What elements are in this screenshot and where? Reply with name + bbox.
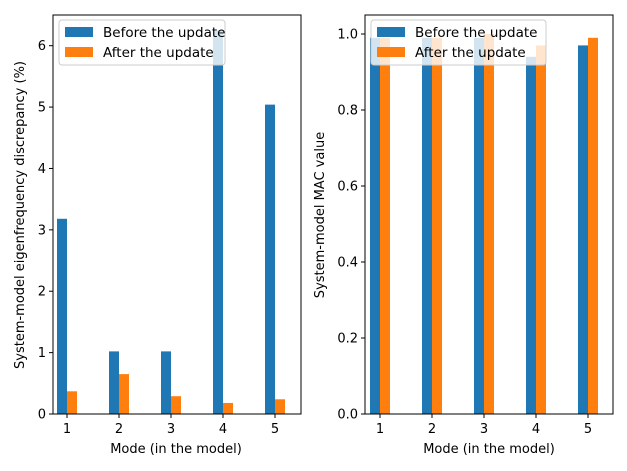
left-y-ticks: 0 1 2 3 4 5 6	[38, 39, 53, 423]
right-bar-after-mode-5	[588, 37, 598, 415]
left-plot-frame	[52, 14, 302, 415]
left-x-tick-label: 4	[219, 422, 227, 437]
left-bars	[57, 30, 285, 415]
left-bar-after-mode-2	[119, 374, 129, 414]
right-y-tick-label: 0.4	[337, 256, 358, 271]
left-y-tick-label: 0	[38, 408, 46, 423]
right-y-tick-label: 0.2	[337, 332, 358, 347]
left-bar-before-mode-5	[265, 104, 275, 415]
left-bar-before-mode-1	[57, 218, 67, 414]
right-bar-after-mode-2	[432, 37, 442, 415]
left-bar-after-mode-5	[275, 399, 285, 414]
right-x-ticks: 1 2 3 4 5	[376, 414, 592, 437]
left-x-tick-label: 1	[63, 422, 71, 437]
right-bar-after-mode-1	[380, 37, 390, 415]
right-y-tick-label: 0.8	[337, 104, 358, 119]
left-bar-before-mode-2	[109, 351, 119, 414]
left-bar-before-mode-3	[161, 351, 171, 414]
right-x-tick-label: 2	[428, 422, 436, 437]
right-y-tick-label: 0.6	[337, 180, 358, 195]
right-bars	[370, 34, 598, 415]
left-legend-swatch-before	[65, 27, 93, 37]
right-legend-label-after: After the update	[415, 45, 526, 61]
right-legend: Before the update After the update	[370, 19, 547, 66]
left-x-tick-label: 3	[167, 422, 175, 437]
right-legend-swatch-before	[377, 27, 405, 37]
right-bar-before-mode-2	[422, 37, 432, 415]
right-x-tick-label: 5	[584, 422, 592, 437]
left-bar-after-mode-1	[67, 391, 77, 414]
right-bar-before-mode-3	[474, 37, 484, 415]
left-legend-label-after: After the update	[103, 45, 214, 61]
left-bar-after-mode-4	[223, 402, 233, 414]
left-y-tick-label: 3	[38, 223, 46, 238]
left-chart: 0 1 2 3 4 5 6 1 2 3 4 5 Mode (in the model) System…	[13, 14, 302, 457]
left-bar-after-mode-3	[171, 396, 181, 414]
right-x-tick-label: 4	[532, 422, 540, 437]
left-bar-before-mode-4	[213, 30, 223, 414]
right-legend-label-before: Before the update	[415, 25, 537, 41]
right-bar-before-mode-5	[578, 45, 588, 415]
right-legend-box	[370, 19, 547, 66]
left-legend-label-before: Before the update	[103, 25, 225, 41]
right-y-tick-label: 1.0	[337, 28, 358, 43]
right-x-tick-label: 3	[480, 422, 488, 437]
right-bar-before-mode-1	[370, 37, 380, 415]
left-x-tick-label: 2	[115, 422, 123, 437]
right-y-tick-label: 0.0	[337, 408, 358, 423]
left-legend: Before the update After the update	[58, 19, 226, 66]
right-x-axis-label: Mode (in the model)	[423, 442, 555, 457]
right-bar-after-mode-4	[536, 45, 546, 415]
right-chart: 0.0 0.2 0.4 0.6 0.8 1.0 1 2 3 4 5 Mode (in the mo…	[313, 14, 614, 457]
left-legend-swatch-after	[65, 47, 93, 57]
left-x-tick-label: 5	[271, 422, 279, 437]
left-y-tick-label: 4	[38, 162, 46, 177]
left-y-tick-label: 2	[38, 285, 46, 300]
right-plot-frame	[364, 14, 614, 415]
left-y-axis-label: System-model eigenfrequency discrepancy …	[13, 61, 28, 369]
right-bar-after-mode-3	[484, 34, 494, 414]
left-x-axis-label: Mode (in the model)	[110, 442, 242, 457]
left-x-ticks: 1 2 3 4 5	[63, 414, 279, 437]
left-legend-box	[58, 19, 226, 66]
left-y-tick-label: 5	[38, 101, 46, 116]
right-x-tick-label: 1	[376, 422, 384, 437]
left-y-tick-label: 6	[38, 39, 46, 54]
right-y-axis-label: System-model MAC value	[313, 132, 328, 298]
left-y-tick-label: 1	[38, 346, 46, 361]
right-y-ticks: 0.0 0.2 0.4 0.6 0.8 1.0	[337, 28, 365, 423]
right-bar-before-mode-4	[526, 56, 536, 415]
right-legend-swatch-after	[377, 47, 405, 57]
